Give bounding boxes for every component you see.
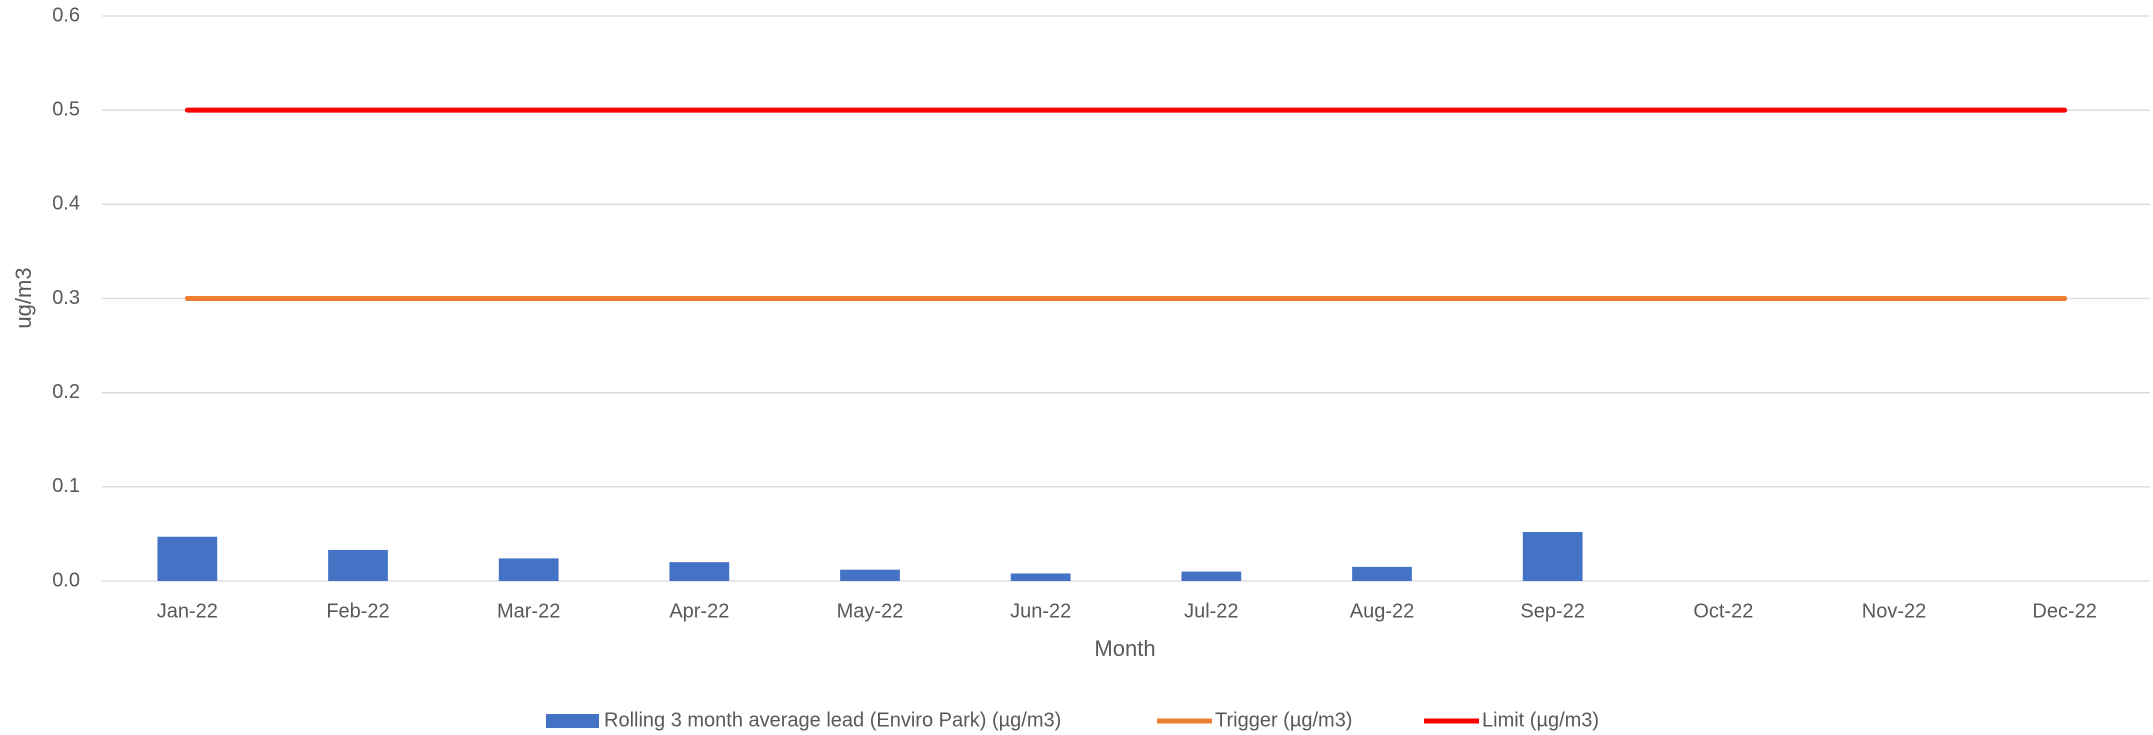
bar [498, 558, 559, 581]
legend-label: Rolling 3 month average lead (Enviro Par… [604, 709, 1061, 731]
x-tick-label: Nov-22 [1862, 600, 1926, 622]
x-tick-label: Sep-22 [1520, 600, 1585, 622]
bar [157, 536, 218, 581]
y-axis-label: ug/m3 [11, 267, 36, 328]
x-tick-label: Jan-22 [157, 600, 218, 622]
bar [1352, 566, 1412, 581]
x-tick-label: Feb-22 [326, 600, 389, 622]
y-tick-label: 0.5 [52, 98, 80, 120]
legend-label: Limit (µg/m3) [1482, 709, 1599, 731]
y-tick-label: 0.3 [52, 287, 80, 309]
x-tick-label: Apr-22 [669, 600, 729, 622]
bar [1010, 573, 1071, 581]
x-tick-label: May-22 [837, 600, 904, 622]
bar [328, 549, 388, 581]
legend-label: Trigger (µg/m3) [1215, 709, 1352, 731]
bar [1181, 571, 1242, 581]
bar [669, 562, 730, 581]
y-tick-label: 0.0 [52, 569, 80, 591]
x-axis-label: Month [1094, 636, 1155, 661]
y-tick-label: 0.6 [52, 4, 80, 26]
bar [1522, 532, 1583, 581]
y-tick-label: 0.1 [52, 475, 80, 497]
y-tick-label: 0.2 [52, 381, 80, 403]
x-tick-label: Aug-22 [1350, 600, 1415, 622]
x-tick-label: Jul-22 [1184, 600, 1238, 622]
x-tick-label: Oct-22 [1693, 600, 1753, 622]
x-tick-label: Jun-22 [1010, 600, 1071, 622]
x-tick-label: Dec-22 [2032, 600, 2096, 622]
y-tick-label: 0.4 [52, 193, 80, 215]
legend-swatch [546, 714, 599, 728]
x-tick-label: Mar-22 [497, 600, 560, 622]
bar [840, 569, 900, 581]
